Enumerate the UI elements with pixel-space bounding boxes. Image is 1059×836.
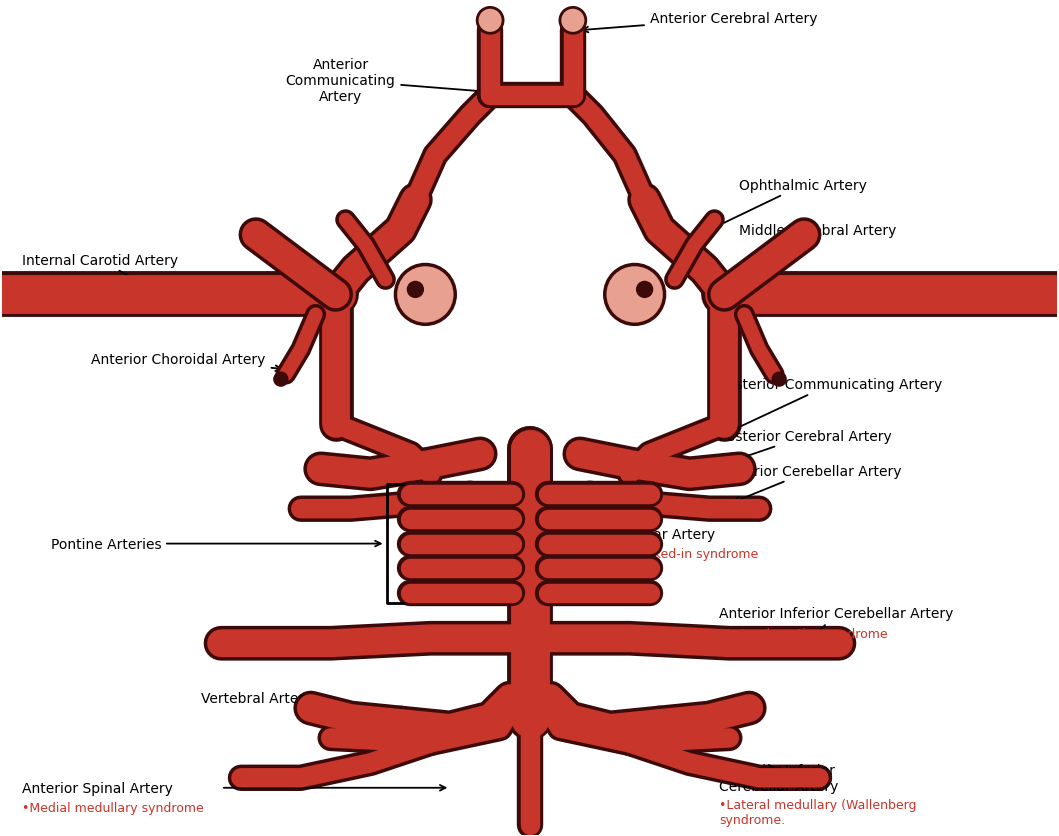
Circle shape: [408, 282, 424, 298]
Text: Basilar Artery: Basilar Artery: [553, 527, 715, 546]
Text: Posterior Inferior
Cerebellar Artery: Posterior Inferior Cerebellar Artery: [719, 763, 839, 793]
Text: Posterior Communicating Artery: Posterior Communicating Artery: [719, 378, 943, 432]
Circle shape: [478, 8, 503, 34]
Circle shape: [274, 373, 288, 386]
Circle shape: [560, 8, 586, 34]
Text: Vertebral Artery: Vertebral Artery: [201, 691, 446, 720]
Text: Anterior Inferior Cerebellar Artery: Anterior Inferior Cerebellar Artery: [719, 607, 954, 638]
Circle shape: [636, 282, 652, 298]
Text: Superior Cerebellar Artery: Superior Cerebellar Artery: [719, 464, 902, 502]
Circle shape: [395, 265, 455, 325]
Text: •Lateral medullary (Wallenberg
syndrome.: •Lateral medullary (Wallenberg syndrome.: [719, 798, 917, 826]
Text: Anterior Cerebral Artery: Anterior Cerebral Artery: [582, 13, 818, 33]
Text: Anterior Choroidal Artery: Anterior Choroidal Artery: [91, 353, 281, 371]
Text: Pontine Arteries: Pontine Arteries: [51, 537, 380, 551]
Text: Internal Carotid Artery: Internal Carotid Artery: [21, 253, 178, 293]
Text: Posterior Cerebral Artery: Posterior Cerebral Artery: [714, 430, 892, 468]
Text: Middle Cerebral Artery: Middle Cerebral Artery: [739, 223, 897, 252]
Text: Anterior Spinal Artery: Anterior Spinal Artery: [21, 781, 173, 795]
Text: Anterior
Communicating
Artery: Anterior Communicating Artery: [286, 58, 525, 104]
Circle shape: [772, 373, 786, 386]
Text: •Medial medullary syndrome: •Medial medullary syndrome: [21, 801, 203, 814]
Text: •Locked-in syndrome: •Locked-in syndrome: [625, 548, 758, 560]
Circle shape: [605, 265, 665, 325]
Text: •Lateral pontine syndrome: •Lateral pontine syndrome: [719, 627, 889, 640]
Text: Ophthalmic Artery: Ophthalmic Artery: [704, 179, 867, 233]
